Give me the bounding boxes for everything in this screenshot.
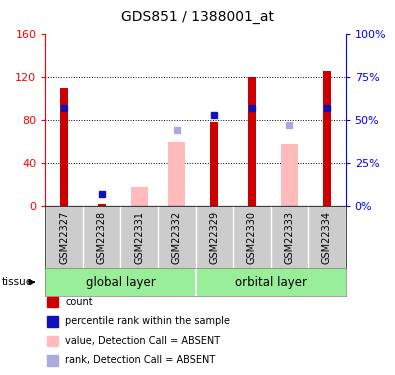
Text: GSM22334: GSM22334 (322, 211, 332, 264)
Text: tissue: tissue (2, 277, 33, 287)
Bar (60, 88, 68, 206)
Text: count: count (65, 297, 93, 307)
Text: rank, Detection Call = ABSENT: rank, Detection Call = ABSENT (65, 356, 215, 365)
Text: global layer: global layer (86, 276, 155, 289)
Text: GSM22329: GSM22329 (209, 211, 219, 264)
Bar (248, 77, 256, 206)
Text: orbital layer: orbital layer (235, 276, 307, 289)
Bar (168, 142, 185, 206)
Bar (131, 187, 148, 206)
Text: GSM22328: GSM22328 (97, 211, 107, 264)
Bar (98, 204, 106, 206)
Bar (281, 144, 298, 206)
Text: GSM22327: GSM22327 (59, 210, 69, 264)
Text: percentile rank within the sample: percentile rank within the sample (65, 316, 230, 326)
Bar (210, 122, 218, 206)
Text: GSM22330: GSM22330 (247, 211, 257, 264)
Text: GSM22331: GSM22331 (134, 211, 144, 264)
Text: value, Detection Call = ABSENT: value, Detection Call = ABSENT (65, 336, 220, 346)
Text: GSM22333: GSM22333 (284, 211, 294, 264)
Text: GSM22332: GSM22332 (172, 211, 182, 264)
Text: GDS851 / 1388001_at: GDS851 / 1388001_at (121, 10, 274, 24)
Bar (323, 72, 331, 206)
